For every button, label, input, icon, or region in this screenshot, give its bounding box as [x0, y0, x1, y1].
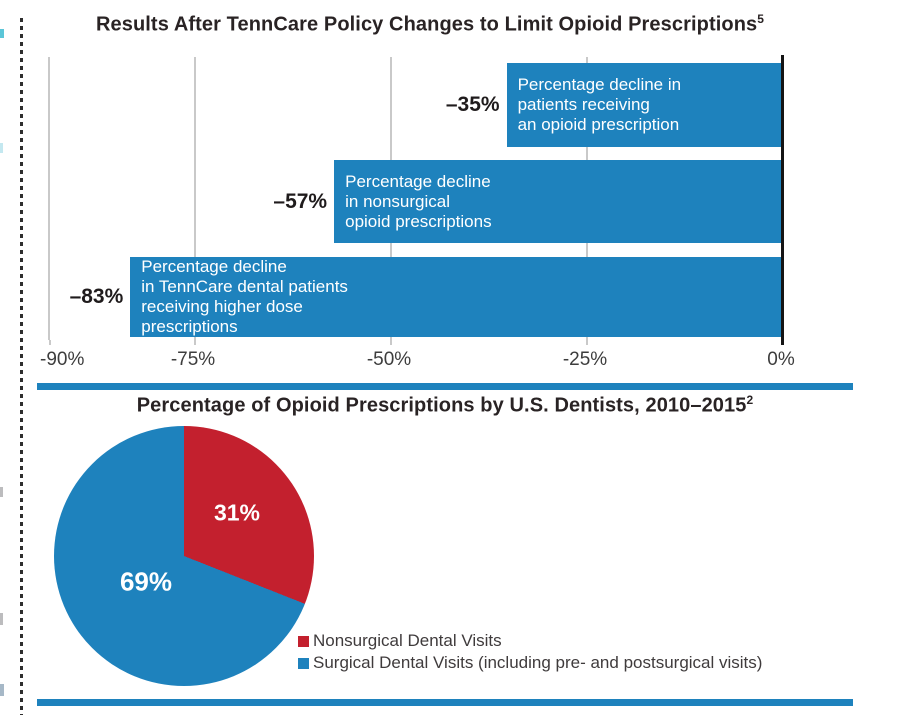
- bar: Percentage decline in TennCare dental pa…: [130, 257, 781, 337]
- legend-swatch-icon: [298, 657, 309, 669]
- x-axis-tick-label: -50%: [366, 349, 412, 370]
- edge-artifact: [0, 684, 4, 696]
- section-divider-top: [37, 383, 853, 390]
- legend-item: Nonsurgical Dental Visits: [298, 630, 762, 652]
- axis-tick: [586, 340, 588, 345]
- axis-tick: [49, 340, 51, 345]
- pie-chart-title-footnote: 2: [746, 393, 754, 407]
- bar-chart-title-text: Results After TennCare Policy Changes to…: [95, 13, 758, 36]
- axis-tick: [390, 340, 392, 345]
- legend-label: Nonsurgical Dental Visits: [313, 631, 502, 650]
- edge-artifact: [0, 29, 4, 38]
- bar: Percentage decline in patients receiving…: [506, 63, 781, 147]
- bar-chart-plot-area: Percentage decline in patients receiving…: [48, 55, 784, 345]
- legend-label: Surgical Dental Visits (including pre- a…: [313, 653, 763, 672]
- bar-text: Percentage decline in nonsurgical opioid…: [345, 171, 492, 231]
- pie-chart-title-text: Percentage of Opioid Prescriptions by U.…: [136, 394, 747, 417]
- gridline: [194, 57, 196, 340]
- bar-chart-title-footnote: 5: [757, 12, 765, 26]
- axis-tick: [194, 340, 196, 345]
- bar: Percentage decline in nonsurgical opioid…: [334, 160, 781, 243]
- bar-value-label: –57%: [273, 189, 328, 213]
- edge-artifact: [0, 487, 3, 497]
- x-axis-tick-label: -25%: [562, 349, 608, 370]
- pie-chart-title: Percentage of Opioid Prescriptions by U.…: [37, 393, 853, 418]
- edge-artifact: [0, 143, 3, 153]
- pie-chart-legend: Nonsurgical Dental Visits Surgical Dental…: [298, 630, 762, 674]
- dotted-page-border: [20, 18, 23, 715]
- edge-artifact: [0, 613, 3, 625]
- legend-swatch-icon: [298, 635, 309, 647]
- pie-slice-label-nonsurgical: 31%: [213, 499, 261, 526]
- bar-value-label: –83%: [69, 285, 124, 308]
- x-axis-tick-label: -90%: [40, 349, 85, 370]
- bar-text: Percentage decline in patients receiving…: [517, 75, 682, 134]
- x-axis-tick-label: -75%: [170, 349, 216, 370]
- section-divider-bottom: [37, 699, 853, 706]
- pie-slice-label-surgical: 69%: [119, 566, 173, 597]
- legend-item: Surgical Dental Visits (including pre- a…: [298, 652, 762, 674]
- bar-text: Percentage decline in TennCare dental pa…: [141, 257, 348, 336]
- zero-axis-line: [781, 55, 784, 345]
- pie-chart: 31% 69%: [54, 426, 314, 686]
- bar-chart-title: Results After TennCare Policy Changes to…: [40, 12, 820, 37]
- x-axis-tick-label: 0%: [767, 349, 795, 370]
- bar-value-label: –35%: [445, 93, 500, 116]
